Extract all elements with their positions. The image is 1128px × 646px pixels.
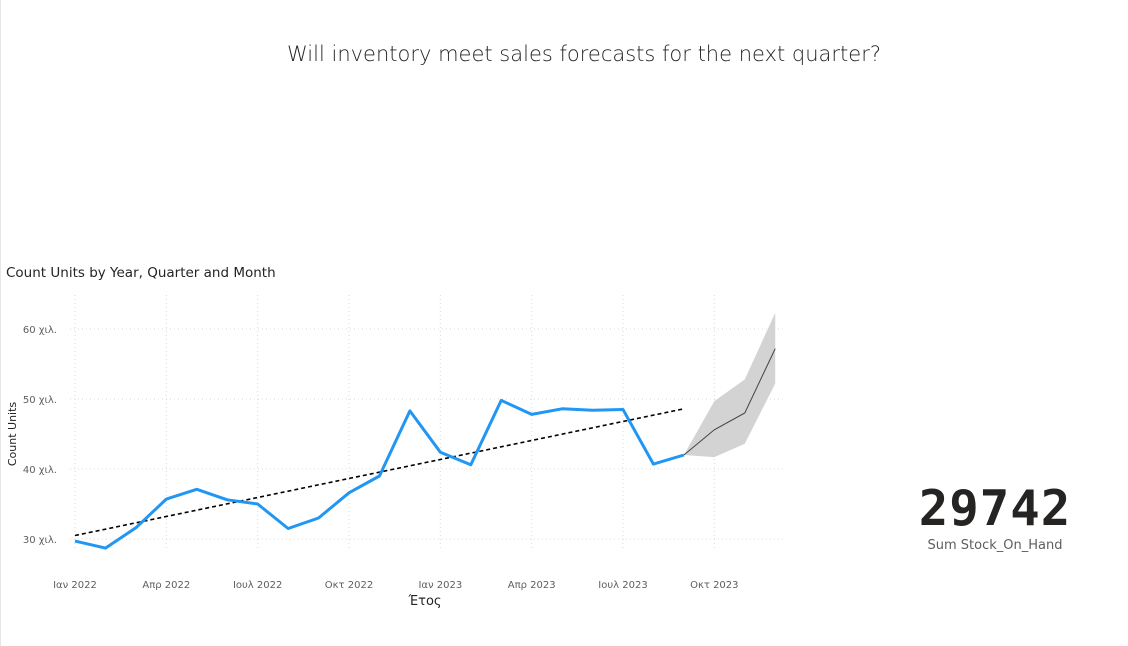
line-chart[interactable]: Ιαν 2022 Απρ 2022 Ιουλ 2022 Οκτ 2022 Ιαν 202… [0, 285, 800, 620]
trend-line [74, 408, 685, 537]
x-tick-label: Οκτ 2022 [325, 580, 373, 591]
x-tick-label: Ιαν 2022 [53, 580, 97, 591]
canvas-edge [0, 0, 1, 646]
y-axis-title: Count Units [6, 402, 19, 467]
forecast-band [683, 312, 776, 458]
kpi-card[interactable]: 29742 Sum Stock_On_Hand [905, 478, 1085, 553]
kpi-value: 29742 [918, 480, 1072, 537]
page-title: Will inventory meet sales forecasts for … [287, 42, 881, 66]
x-tick-label: Ιουλ 2022 [233, 580, 282, 591]
chart-title: Count Units by Year, Quarter and Month [6, 265, 276, 281]
x-tick-label: Απρ 2023 [508, 580, 556, 591]
y-tick-label: 40 χιλ. [23, 465, 57, 476]
y-tick-label: 50 χιλ. [23, 395, 57, 406]
x-tick-label: Απρ 2022 [142, 580, 190, 591]
y-tick-label: 60 χιλ. [23, 325, 57, 336]
x-tick-label: Ιαν 2023 [418, 580, 462, 591]
series-line [74, 398, 685, 550]
x-tick-label: Ιουλ 2023 [598, 580, 647, 591]
x-tick-label: Οκτ 2023 [690, 580, 738, 591]
kpi-label: Sum Stock_On_Hand [927, 538, 1063, 553]
forecast-line [683, 348, 776, 456]
y-tick-label: 30 χιλ. [23, 535, 57, 546]
x-axis-title: Έτος [407, 594, 441, 609]
